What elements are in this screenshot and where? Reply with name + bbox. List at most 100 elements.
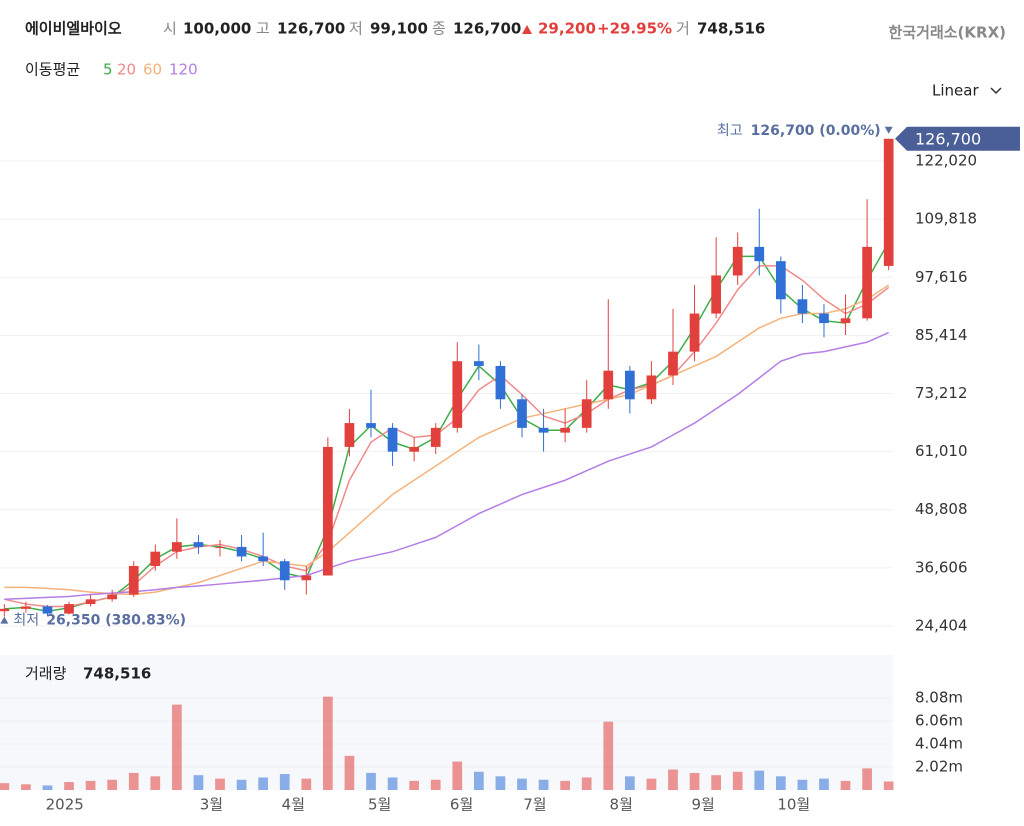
candle-body xyxy=(819,313,829,324)
candle-body xyxy=(862,246,872,319)
volume-panel xyxy=(0,655,893,790)
candle-body xyxy=(366,423,376,428)
candle-body xyxy=(215,546,225,548)
candle-body xyxy=(883,138,894,266)
candle-body xyxy=(430,427,441,447)
max-marker xyxy=(884,126,893,134)
exchange: 한국거래소(KRX) xyxy=(889,24,1006,42)
y-tick-label: 97,616 xyxy=(915,268,968,286)
low-label: 저 xyxy=(349,20,363,38)
x-tick-label: 2025 xyxy=(46,796,84,814)
volume-bar xyxy=(344,755,355,790)
candle-body xyxy=(560,427,570,433)
stock-name: 에이비엘바이오 xyxy=(25,20,122,38)
x-tick-label: 5월 xyxy=(368,796,391,814)
candle-body xyxy=(344,423,355,447)
volume-label: 거 xyxy=(676,20,690,38)
candle-body xyxy=(323,446,333,576)
volume-bar xyxy=(42,785,53,790)
volume-bar xyxy=(883,781,894,790)
min-value: 26,350 (380.83%) xyxy=(46,613,186,629)
candle-body xyxy=(301,575,312,581)
ma-line xyxy=(4,265,890,608)
y-tick-label: 6.06m xyxy=(915,711,963,729)
x-tick-label: 8월 xyxy=(610,796,633,814)
candle-body xyxy=(732,246,743,276)
y-tick-label: 122,020 xyxy=(915,152,977,170)
volume-bar xyxy=(775,776,786,790)
volume-bar xyxy=(624,776,635,790)
volume-bar xyxy=(538,779,549,790)
volume-bar xyxy=(21,784,31,790)
open-label: 시 xyxy=(163,20,177,38)
volume-bar xyxy=(387,777,398,790)
candle-body xyxy=(624,370,635,400)
candle-body xyxy=(172,542,182,552)
volume-bar xyxy=(689,772,700,790)
candle-body xyxy=(0,608,10,612)
volume-bar xyxy=(236,779,247,790)
x-tick-label: 6월 xyxy=(450,796,473,814)
candle-body xyxy=(754,246,765,262)
candle-body xyxy=(387,427,398,452)
candle-body xyxy=(258,556,269,562)
candle-body xyxy=(840,318,851,324)
candle-body xyxy=(646,375,657,400)
volume-bar xyxy=(258,777,269,790)
candle-body xyxy=(689,313,700,352)
x-tick-label: 10월 xyxy=(777,796,810,814)
y-tick-label: 85,414 xyxy=(915,326,968,344)
volume-bar xyxy=(323,696,333,790)
high-value: 126,700 xyxy=(277,20,345,38)
candle-body xyxy=(236,546,247,557)
volume-bar xyxy=(215,778,225,790)
volume-bar xyxy=(797,779,808,790)
volume-bar xyxy=(452,761,463,790)
volume-bar xyxy=(840,780,851,790)
volume-value: 748,516 xyxy=(697,20,765,38)
x-tick-label: 4월 xyxy=(282,796,305,814)
candle-body xyxy=(452,361,463,428)
open-value: 100,000 xyxy=(183,20,251,38)
y-tick-label: 61,010 xyxy=(915,442,968,460)
candle-body xyxy=(193,542,204,547)
candle-body xyxy=(42,606,53,614)
volume-bar xyxy=(819,778,829,790)
max-label: 최고 xyxy=(717,123,743,139)
candle-body xyxy=(85,599,96,605)
volume-bar xyxy=(862,768,872,790)
volume-bar xyxy=(732,771,743,790)
y-tick-label: 73,212 xyxy=(915,384,968,402)
volume-bar xyxy=(711,775,721,790)
volume-bar xyxy=(603,721,614,790)
y-tick-label: 36,606 xyxy=(915,558,968,576)
candle-body xyxy=(538,427,549,433)
legend-entry: 5 xyxy=(103,61,113,79)
volume-bar xyxy=(495,776,506,790)
min-label: 최저 xyxy=(13,613,39,629)
candle-body xyxy=(495,365,506,400)
scale-mode[interactable]: Linear xyxy=(932,82,979,100)
low-value: 99,100 xyxy=(370,20,428,38)
candle-body xyxy=(711,275,721,314)
dropdown-chevron[interactable] xyxy=(990,87,1002,95)
high-label: 고 xyxy=(256,20,270,38)
volume-bar xyxy=(474,771,484,790)
last-price-label: 126,700 xyxy=(915,129,981,148)
volume-bar xyxy=(0,783,10,790)
volume-bar xyxy=(128,772,139,790)
close-value: 126,700 xyxy=(453,20,521,38)
legend-entry: 20 xyxy=(117,61,136,79)
volume-title: 거래량 xyxy=(25,665,67,683)
volume-last: 748,516 xyxy=(83,665,151,683)
ma-line xyxy=(4,331,889,601)
x-tick-label: 7월 xyxy=(523,796,546,814)
legend-entry: 120 xyxy=(169,61,198,79)
up-arrow xyxy=(522,25,532,34)
legend-entry: 60 xyxy=(143,61,162,79)
last-price-tag xyxy=(895,126,1020,151)
candle-body xyxy=(409,446,419,452)
volume-bar xyxy=(646,778,657,790)
